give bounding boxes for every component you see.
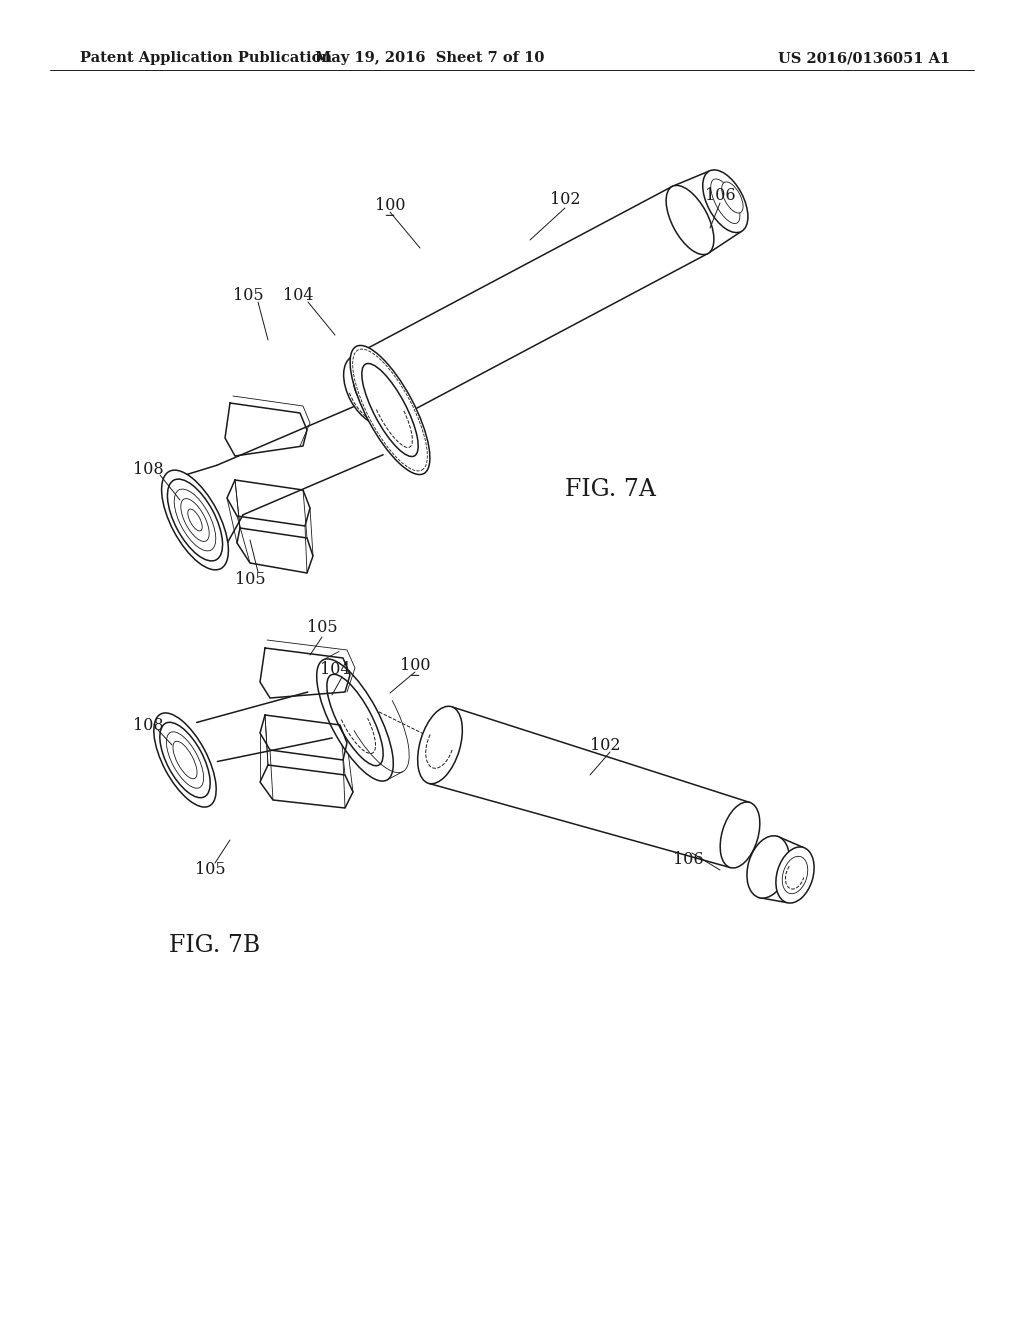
Text: FIG. 7A: FIG. 7A [564, 479, 655, 502]
Text: 100: 100 [375, 197, 406, 214]
Text: 106: 106 [705, 186, 735, 203]
Ellipse shape [154, 713, 216, 807]
Text: US 2016/0136051 A1: US 2016/0136051 A1 [778, 51, 950, 65]
Ellipse shape [168, 479, 222, 561]
Text: May 19, 2016  Sheet 7 of 10: May 19, 2016 Sheet 7 of 10 [315, 51, 545, 65]
Ellipse shape [173, 742, 197, 779]
Ellipse shape [776, 847, 814, 903]
Ellipse shape [327, 675, 383, 766]
Ellipse shape [361, 363, 418, 457]
Ellipse shape [162, 470, 228, 570]
Text: 108: 108 [133, 717, 163, 734]
Ellipse shape [350, 346, 430, 475]
Ellipse shape [181, 499, 209, 541]
Text: 105: 105 [195, 862, 225, 879]
Ellipse shape [711, 180, 740, 223]
Ellipse shape [722, 182, 743, 213]
Ellipse shape [344, 355, 396, 425]
Text: 105: 105 [232, 286, 263, 304]
Ellipse shape [187, 510, 202, 531]
Ellipse shape [174, 490, 216, 550]
Ellipse shape [160, 722, 210, 797]
Text: 102: 102 [550, 191, 581, 209]
Ellipse shape [418, 706, 463, 784]
Ellipse shape [702, 170, 748, 232]
Text: 100: 100 [399, 656, 430, 673]
Text: 108: 108 [133, 462, 163, 479]
Text: Patent Application Publication: Patent Application Publication [80, 51, 332, 65]
Ellipse shape [720, 803, 760, 869]
Text: FIG. 7B: FIG. 7B [169, 933, 261, 957]
Text: 105: 105 [234, 572, 265, 589]
Ellipse shape [316, 659, 393, 781]
Text: 106: 106 [673, 851, 703, 869]
Ellipse shape [166, 731, 204, 788]
Ellipse shape [353, 367, 387, 413]
Ellipse shape [782, 857, 808, 894]
Text: 102: 102 [590, 737, 621, 754]
Text: 104: 104 [319, 661, 350, 678]
Text: 104: 104 [283, 286, 313, 304]
Ellipse shape [746, 836, 790, 898]
Ellipse shape [667, 185, 714, 255]
Text: 105: 105 [306, 619, 337, 635]
